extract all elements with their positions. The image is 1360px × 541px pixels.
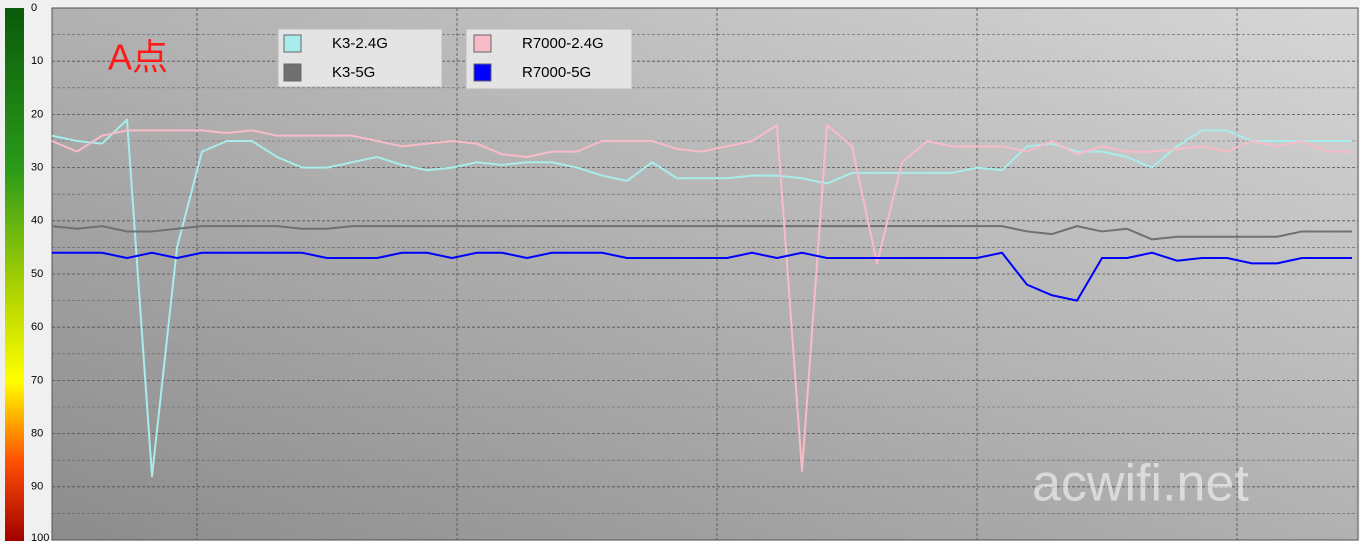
y-tick-label: 60 (31, 321, 43, 333)
legend-box (465, 28, 633, 90)
legend-label: R7000-5G (522, 64, 591, 81)
color-scale (5, 8, 24, 541)
line (52, 251, 1352, 302)
y-tick-label: 80 (31, 428, 43, 440)
y-tick-label: 70 (31, 374, 43, 386)
y-tick-label: 10 (31, 55, 43, 67)
legend-label: K3-5G (332, 64, 375, 81)
legend-label: R7000-2.4G (522, 35, 604, 52)
line (51, 124, 1352, 472)
y-tick-label: 50 (31, 268, 43, 280)
chart-title: A点 (108, 37, 168, 78)
y-tick-label: 30 (31, 162, 43, 174)
line (51, 225, 1352, 241)
legend-swatch (473, 63, 492, 82)
y-tick-label: 40 (31, 215, 43, 227)
legend-box (277, 28, 443, 88)
legend-swatch (473, 34, 492, 53)
y-tick-label: 0 (31, 2, 37, 14)
watermark: acwifi.net (1032, 455, 1249, 513)
line (51, 118, 1352, 478)
legend-swatch (283, 34, 302, 53)
y-tick-label: 20 (31, 108, 43, 120)
legend-label: K3-2.4G (332, 35, 388, 52)
legend-swatch (283, 63, 302, 82)
y-tick-label: 90 (31, 481, 43, 493)
y-tick-label: 100 (31, 532, 49, 541)
